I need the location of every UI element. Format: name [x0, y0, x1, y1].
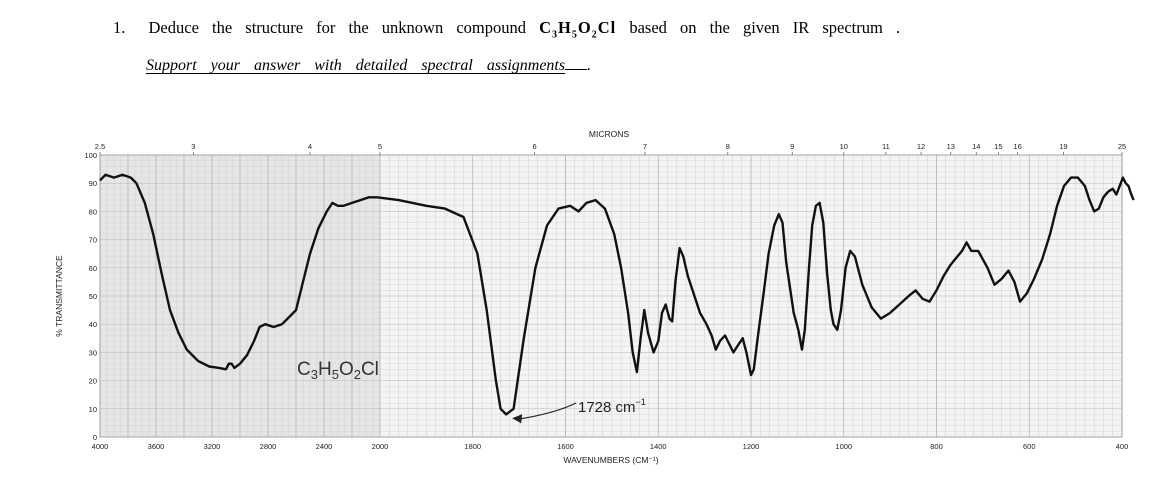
instruction-period: . — [587, 57, 592, 74]
y-tick-label: 100 — [84, 151, 97, 160]
question-line: 1. Deduce the structure for the unknown … — [113, 18, 900, 40]
formula-element: H — [558, 18, 572, 37]
y-tick-label: 0 — [93, 433, 97, 442]
question-instruction: Support your answer with detailed spectr… — [146, 54, 591, 75]
compound-element: H — [318, 359, 332, 380]
micron-tick-label: 15 — [994, 142, 1002, 151]
annotation-arrow-line — [518, 402, 577, 420]
micron-tick-label: 4 — [308, 142, 312, 151]
x-tick-label: 2400 — [316, 442, 333, 451]
x-tick-label: 1200 — [743, 442, 760, 451]
y-tick-label: 80 — [89, 207, 97, 216]
formula-subscript: 2 — [591, 29, 598, 41]
y-tick-label: 60 — [89, 264, 97, 273]
compound-element: C — [297, 359, 311, 380]
micron-tick-label: 16 — [1013, 142, 1021, 151]
chart-title: MICRONS — [589, 129, 629, 139]
formula-element: O — [577, 18, 592, 37]
y-tick-label: 10 — [89, 405, 97, 414]
annotation-arrow-head — [512, 414, 523, 424]
y-tick-label: 50 — [89, 292, 97, 301]
x-tick-label: 4000 — [92, 442, 109, 451]
formula-element: C — [539, 18, 553, 37]
annotation-label: 1728 cm−1 — [578, 397, 646, 416]
x-tick-label: 1600 — [557, 442, 574, 451]
micron-tick-label: 2.5 — [95, 142, 105, 151]
x-axis-title: WAVENUMBERS (CM⁻¹) — [563, 455, 658, 465]
compound-subscript: 3 — [311, 367, 318, 382]
micron-tick-label: 11 — [882, 142, 890, 151]
question-text: Deduce the structure for the unknown com… — [148, 18, 527, 37]
micron-tick-label: 5 — [378, 142, 382, 151]
plot-frame — [99, 154, 1123, 438]
compound-subscript: 5 — [332, 367, 339, 382]
micron-tick-label: 14 — [972, 142, 980, 151]
micron-tick-label: 7 — [643, 142, 647, 151]
micron-tick-label: 25 — [1118, 142, 1126, 151]
x-tick-label: 1000 — [835, 442, 852, 451]
x-tick-label: 1400 — [650, 442, 667, 451]
formula-subscript: 3 — [552, 29, 559, 41]
micron-tick-label: 13 — [947, 142, 955, 151]
compound-subscript: 2 — [354, 367, 361, 382]
x-tick-label: 2800 — [260, 442, 277, 451]
question-text-after: based on the given IR spectrum . — [629, 18, 901, 37]
x-tick-label: 1800 — [464, 442, 481, 451]
y-axis-title: % TRANSMITTANCE — [54, 255, 64, 337]
micron-tick-label: 19 — [1059, 142, 1067, 151]
compound-label: C3H5O2Cl — [297, 359, 379, 382]
question-formula: C3H5O2Cl — [539, 18, 617, 41]
question-number: 1. — [113, 18, 126, 37]
y-tick-label: 70 — [89, 236, 97, 245]
x-tick-label: 600 — [1023, 442, 1036, 451]
y-tick-label: 20 — [89, 377, 97, 386]
x-tick-label: 3200 — [204, 442, 221, 451]
spectrum-line — [99, 173, 1135, 416]
instruction-text: Support your answer with detailed spectr… — [146, 57, 566, 74]
y-tick-label: 90 — [89, 179, 97, 188]
formula-element: Cl — [597, 18, 617, 37]
formula-subscript: 5 — [571, 29, 578, 41]
instruction-underline — [565, 54, 588, 70]
annotation-superscript: −1 — [636, 397, 646, 407]
annotation-text: 1728 cm — [578, 399, 636, 416]
micron-tick-label: 12 — [917, 142, 925, 151]
x-tick-label: 2000 — [372, 442, 389, 451]
micron-tick-label: 8 — [726, 142, 730, 151]
micron-tick-label: 3 — [191, 142, 195, 151]
y-tick-label: 40 — [89, 320, 97, 329]
micron-tick-label: 9 — [790, 142, 794, 151]
x-tick-label: 800 — [930, 442, 943, 451]
compound-element: Cl — [361, 359, 379, 380]
micron-tick-label: 6 — [532, 142, 536, 151]
x-tick-label: 3600 — [148, 442, 165, 451]
y-tick-label: 30 — [89, 348, 97, 357]
micron-tick-label: 10 — [840, 142, 848, 151]
x-tick-label: 400 — [1116, 442, 1129, 451]
compound-element: O — [339, 359, 354, 380]
